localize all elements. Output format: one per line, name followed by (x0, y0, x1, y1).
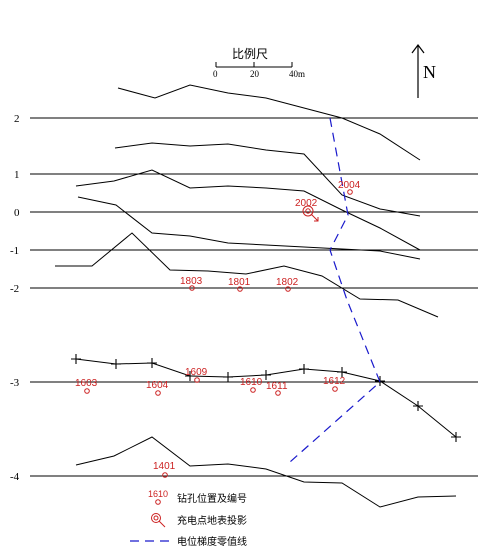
profile-curve-line-2 (117, 84, 421, 161)
station-cross (111, 359, 121, 369)
boreholes (84, 189, 353, 478)
borehole-label: 1611 (266, 381, 288, 392)
charge-point-arrowhead (314, 217, 319, 222)
charge-point-outer (302, 205, 314, 217)
charge-point-2002 (302, 205, 319, 222)
borehole-1801 (237, 286, 243, 292)
legend-charge-symbol (151, 513, 166, 528)
borehole-labels: 1803 1801 1802 2004 2002 1603 1604 1609 … (75, 180, 361, 472)
zero-value-line-path (289, 117, 381, 463)
line-label: 2 (14, 113, 20, 125)
borehole-label: 1803 (180, 276, 203, 287)
legend-charge-label: 充电点地表投影 (177, 514, 247, 527)
borehole-1604 (155, 390, 161, 396)
charge-point-inner (305, 208, 311, 214)
station-cross (299, 364, 309, 374)
line-label: 0 (14, 207, 20, 219)
profile-curve-line-minus4 (75, 436, 457, 508)
borehole-label: 2004 (338, 180, 361, 191)
borehole-1401 (162, 472, 168, 478)
borehole-1610 (250, 387, 256, 393)
legend: 1610 钻孔位置及编号 充电点地表投影 电位梯度零值线 (130, 489, 247, 548)
station-cross (71, 354, 81, 364)
borehole-1603 (84, 388, 90, 394)
legend-charge-arrow (158, 520, 166, 528)
station-cross (451, 432, 461, 442)
charge-point-arrow (310, 213, 319, 222)
line-label: -3 (10, 377, 20, 389)
north-arrow: N (411, 44, 436, 98)
line-labels: 2 1 0 -1 -2 -3 -4 (10, 113, 20, 483)
borehole-label: 1610 (240, 377, 263, 388)
station-cross (185, 371, 195, 381)
station-cross (413, 401, 423, 411)
borehole-label: 1612 (323, 376, 346, 387)
borehole-label: 1801 (228, 277, 251, 288)
legend-borehole-symbol (155, 499, 161, 505)
borehole-1611 (275, 390, 281, 396)
borehole-label: 1603 (75, 378, 98, 389)
borehole-2004 (347, 189, 353, 195)
line-label: -1 (10, 245, 19, 257)
line-label: -4 (10, 471, 20, 483)
borehole-label: 1609 (185, 367, 208, 378)
scale-bar-title: 比例尺 (232, 47, 268, 61)
survey-baselines (30, 117, 478, 477)
borehole-1612 (332, 386, 338, 392)
borehole-1609 (194, 377, 200, 383)
scale-tick-label: 0 (213, 69, 218, 79)
scale-tick-label: 20 (250, 69, 260, 79)
profile-curves (55, 84, 457, 508)
north-label: N (423, 62, 436, 82)
profile-curve-line-minus2 (55, 232, 439, 318)
legend-charge-outer (151, 513, 161, 523)
legend-charge-inner (153, 515, 159, 521)
profile-curve-line-0 (75, 169, 421, 251)
borehole-1802 (285, 286, 291, 292)
station-cross (337, 367, 347, 377)
legend-sample-number: 1610 (148, 489, 168, 499)
legend-zero-label: 电位梯度零值线 (177, 535, 247, 548)
profile-curve-line-1 (114, 142, 421, 217)
borehole-label: 2002 (295, 198, 318, 209)
north-arrow-head (411, 44, 425, 54)
borehole-label: 1802 (276, 277, 299, 288)
station-cross (261, 370, 271, 380)
line-label: 1 (14, 169, 20, 181)
profile-curve-line-minus1 (77, 196, 421, 260)
borehole-label: 1604 (146, 380, 169, 391)
zero-value-line (289, 117, 381, 463)
borehole-label: 1401 (153, 461, 176, 472)
line-label: -2 (10, 283, 19, 295)
station-cross (223, 372, 233, 382)
station-markers (71, 354, 461, 442)
scale-tick-label: 40m (289, 69, 305, 79)
legend-borehole-label: 钻孔位置及编号 (177, 492, 247, 505)
scale-bar: 比例尺 0 20 40m (213, 47, 305, 79)
borehole-1803 (189, 285, 195, 291)
station-cross (147, 358, 157, 368)
